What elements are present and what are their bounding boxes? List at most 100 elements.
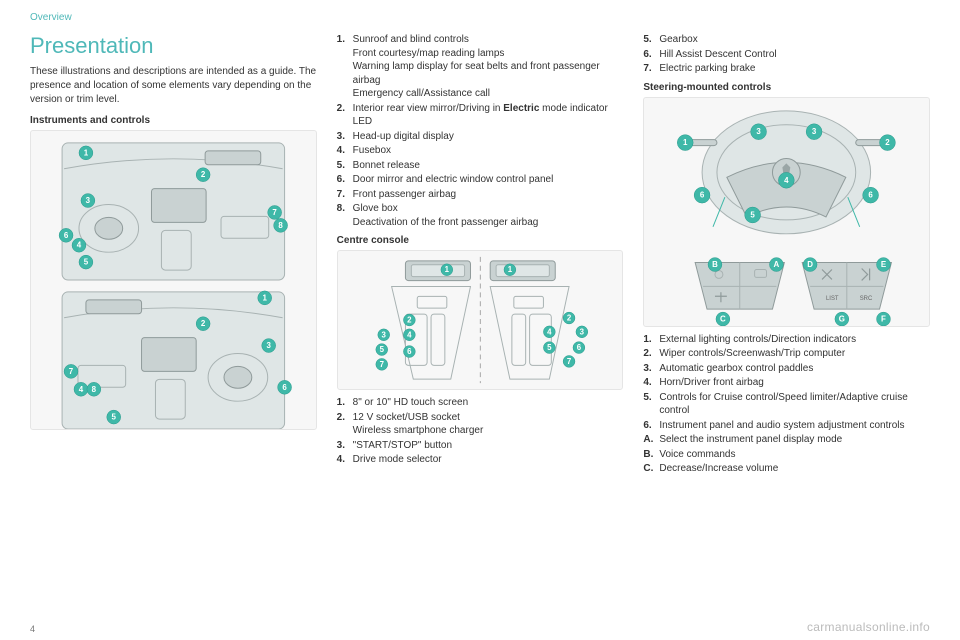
list-item-text: 12 V socket/USB socketWireless smartphon… bbox=[353, 411, 624, 438]
dashboard-top bbox=[62, 143, 285, 280]
callout-label: 3 bbox=[579, 327, 584, 336]
list-item-number: 4. bbox=[337, 144, 353, 158]
list-item: A.Select the instrument panel display mo… bbox=[643, 433, 930, 447]
list-item-text: Decrease/Increase volume bbox=[659, 462, 930, 476]
list-item-text: Select the instrument panel display mode bbox=[659, 433, 930, 447]
list-item-text: Interior rear view mirror/Driving in Ele… bbox=[353, 102, 624, 129]
callout-label: 6 bbox=[64, 231, 69, 240]
list-item-text: Instrument panel and audio system adjust… bbox=[659, 419, 930, 433]
list-item-text: Head-up digital display bbox=[353, 130, 624, 144]
callout-label: E bbox=[881, 260, 886, 269]
callout-label: 2 bbox=[567, 314, 572, 323]
list-item: 4.Fusebox bbox=[337, 144, 624, 158]
list-item: 3.Head-up digital display bbox=[337, 130, 624, 144]
list-item-text: Glove boxDeactivation of the front passe… bbox=[353, 202, 624, 229]
breadcrumb: Overview bbox=[30, 12, 930, 23]
callout-label: 5 bbox=[547, 343, 552, 352]
list-item-number: 2. bbox=[643, 347, 659, 361]
callout-label: F bbox=[881, 314, 886, 323]
list-item: 6.Hill Assist Descent Control bbox=[643, 48, 930, 62]
callout-label: 5 bbox=[751, 210, 756, 219]
callout-label: 6 bbox=[407, 347, 412, 356]
list-item: 4.Drive mode selector bbox=[337, 453, 624, 467]
list-item: 3."START/STOP" button bbox=[337, 439, 624, 453]
callout-label: 6 bbox=[869, 190, 874, 199]
list-item-number: 6. bbox=[643, 48, 659, 62]
list-item-number: C. bbox=[643, 462, 659, 476]
list-item-number: 5. bbox=[643, 33, 659, 47]
callout-label: G bbox=[839, 314, 845, 323]
list-item: 2.Interior rear view mirror/Driving in E… bbox=[337, 102, 624, 129]
list-item: 5.Gearbox bbox=[643, 33, 930, 47]
list-item-number: 1. bbox=[643, 333, 659, 347]
list-item-text: Controls for Cruise control/Speed limite… bbox=[659, 391, 930, 418]
list-item-text: Voice commands bbox=[659, 448, 930, 462]
column-1: Presentation These illustrations and des… bbox=[30, 33, 317, 482]
callout-label: 7 bbox=[69, 367, 74, 376]
content-columns: Presentation These illustrations and des… bbox=[30, 33, 930, 482]
subhead-steering: Steering-mounted controls bbox=[643, 82, 930, 93]
callout-label: 5 bbox=[84, 258, 89, 267]
pod-label-src: SRC bbox=[860, 296, 873, 302]
callout-label: 6 bbox=[576, 343, 581, 352]
callout-label: 4 bbox=[79, 385, 84, 394]
list-item: 2.12 V socket/USB socketWireless smartph… bbox=[337, 411, 624, 438]
list-item-number: 6. bbox=[337, 173, 353, 187]
column-3: 5.Gearbox6.Hill Assist Descent Control7.… bbox=[643, 33, 930, 482]
callout-label: 4 bbox=[77, 241, 82, 250]
list-item-number: 3. bbox=[337, 439, 353, 453]
list-item-number: 3. bbox=[337, 130, 353, 144]
list-item: C.Decrease/Increase volume bbox=[643, 462, 930, 476]
dashboard-bottom bbox=[62, 292, 285, 429]
list-item: 3.Automatic gearbox control paddles bbox=[643, 362, 930, 376]
list-item-number: B. bbox=[643, 448, 659, 462]
list-item-number: 6. bbox=[643, 419, 659, 433]
list-item-text: Drive mode selector bbox=[353, 453, 624, 467]
list-item-number: 1. bbox=[337, 396, 353, 410]
callout-label: 4 bbox=[407, 330, 412, 339]
list-item: 5.Controls for Cruise control/Speed limi… bbox=[643, 391, 930, 418]
page-number: 4 bbox=[30, 624, 35, 634]
centre-right bbox=[490, 261, 569, 379]
list-item: 1.Sunroof and blind controlsFront courte… bbox=[337, 33, 624, 101]
list-item: 7.Electric parking brake bbox=[643, 62, 930, 76]
list-dashboard-items: 1.Sunroof and blind controlsFront courte… bbox=[337, 33, 624, 229]
list-item-text: Wiper controls/Screenwash/Trip computer bbox=[659, 347, 930, 361]
callout-label: 8 bbox=[92, 385, 97, 394]
callout-label: 1 bbox=[507, 265, 512, 274]
list-item-text: External lighting controls/Direction ind… bbox=[659, 333, 930, 347]
list-item-text: Door mirror and electric window control … bbox=[353, 173, 624, 187]
callout-label: D bbox=[808, 260, 814, 269]
diagram-steering: 12334566 BAC bbox=[643, 97, 930, 327]
list-item-number: 4. bbox=[337, 453, 353, 467]
list-item: 5.Bonnet release bbox=[337, 159, 624, 173]
callout-label: 2 bbox=[201, 319, 206, 328]
callout-label: 1 bbox=[84, 148, 89, 157]
list-item-text: Horn/Driver front airbag bbox=[659, 376, 930, 390]
callout-label: 1 bbox=[683, 138, 688, 147]
callout-label: 3 bbox=[86, 196, 91, 205]
list-item-number: 8. bbox=[337, 202, 353, 229]
list-item: B.Voice commands bbox=[643, 448, 930, 462]
callout-label: 7 bbox=[567, 357, 572, 366]
list-item-number: 2. bbox=[337, 102, 353, 129]
callout-label: B bbox=[712, 260, 718, 269]
callout-label: 3 bbox=[812, 127, 817, 136]
callout-label: 7 bbox=[379, 360, 384, 369]
list-item-text: 8" or 10" HD touch screen bbox=[353, 396, 624, 410]
list-item-number: 3. bbox=[643, 362, 659, 376]
callout-label: 3 bbox=[757, 127, 762, 136]
list-item-number: 7. bbox=[337, 188, 353, 202]
list-item-text: Fusebox bbox=[353, 144, 624, 158]
list-item-text: Sunroof and blind controlsFront courtesy… bbox=[353, 33, 624, 101]
list-item-text: Automatic gearbox control paddles bbox=[659, 362, 930, 376]
list-centre-items-cont: 5.Gearbox6.Hill Assist Descent Control7.… bbox=[643, 33, 930, 76]
list-item-text: Front passenger airbag bbox=[353, 188, 624, 202]
callout-label: 5 bbox=[112, 413, 117, 422]
callout-label: 1 bbox=[263, 293, 268, 302]
callout-label: 4 bbox=[547, 327, 552, 336]
callout-label: 3 bbox=[266, 341, 271, 350]
page-title: Presentation bbox=[30, 33, 317, 59]
callout-label: 2 bbox=[201, 170, 206, 179]
pod-label-list: LIST bbox=[826, 296, 839, 302]
